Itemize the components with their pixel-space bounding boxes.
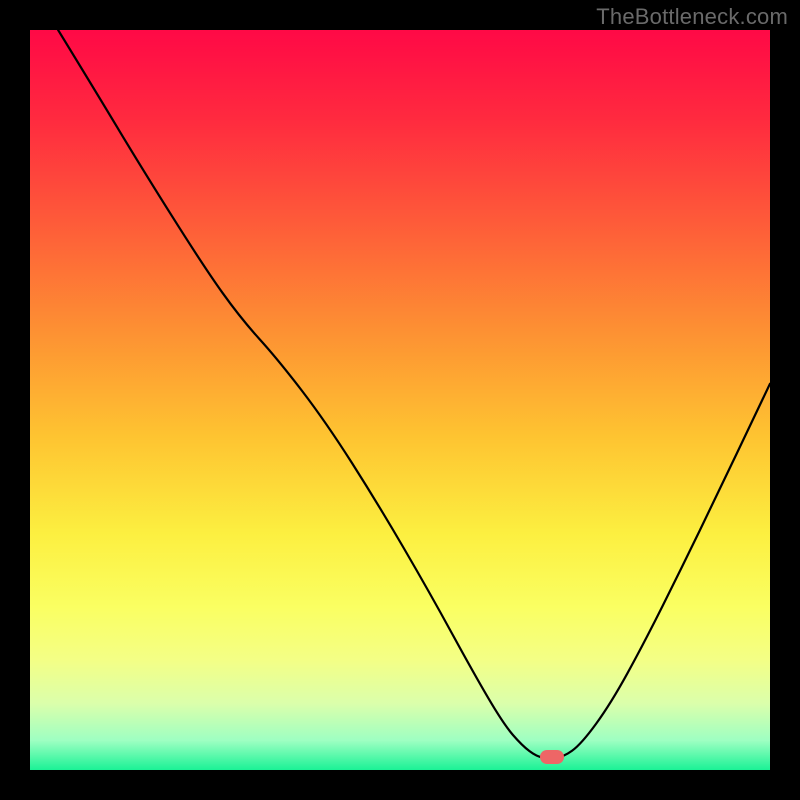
optimum-marker xyxy=(540,750,564,764)
chart-frame: TheBottleneck.com xyxy=(0,0,800,800)
watermark-text: TheBottleneck.com xyxy=(596,4,788,30)
bottleneck-curve xyxy=(30,30,770,770)
